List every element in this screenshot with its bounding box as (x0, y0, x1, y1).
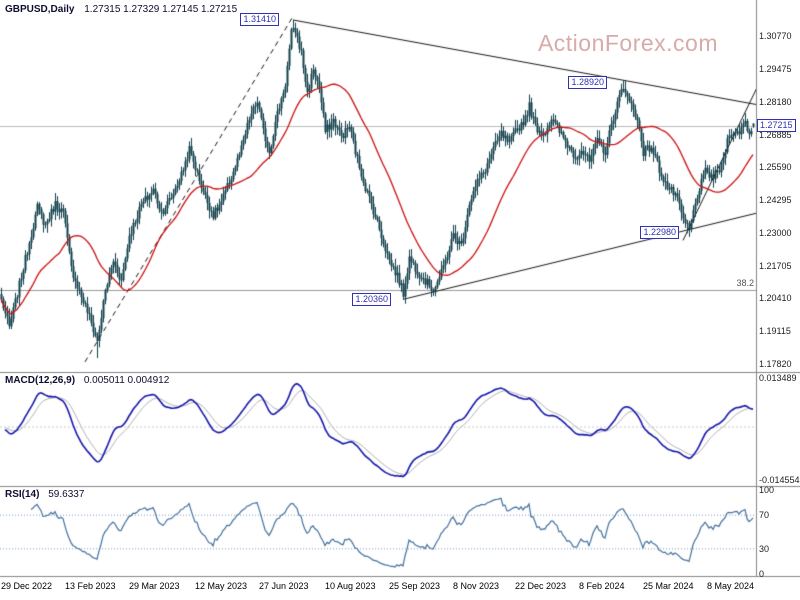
macd-axis-min: -0.014554 (759, 475, 800, 485)
x-axis-label: 22 Dec 2023 (515, 581, 567, 591)
y-axis-tick: 1.29475 (759, 63, 792, 74)
y-axis-tick: 1.25590 (759, 162, 792, 173)
y-axis-tick: 1.20410 (759, 293, 792, 304)
macd-axis-max: 0.013489 (759, 373, 797, 383)
price-annotation: 1.28920 (568, 76, 607, 89)
current-price-label: 1.27215 (757, 119, 796, 133)
y-axis-tick: 1.19115 (759, 326, 791, 337)
chart-header: GBPUSD,Daily 1.27315 1.27329 1.27145 1.2… (5, 4, 237, 15)
y-axis-tick: 1.24295 (759, 195, 792, 206)
x-axis-label: 10 Aug 2023 (325, 581, 376, 591)
y-axis-tick: 1.21705 (759, 260, 792, 271)
rsi-axis-tick: 30 (759, 543, 770, 554)
y-axis-tick: 1.17820 (759, 358, 792, 369)
fib-retracement-label: 38.2 (736, 277, 754, 288)
x-axis-label: 29 Dec 2022 (1, 581, 53, 591)
price-annotation: 1.20360 (352, 292, 391, 306)
x-axis-label: 8 Feb 2024 (579, 581, 625, 591)
macd-title: MACD(12,26,9) (5, 375, 76, 386)
rsi-header: RSI(14) 59.6337 (5, 489, 84, 500)
x-axis-label: 12 May 2023 (195, 581, 248, 591)
y-axis-tick: 1.30770 (759, 31, 792, 42)
rsi-axis-tick: 100 (759, 485, 775, 495)
x-axis-label: 25 Mar 2024 (643, 581, 694, 591)
price-annotation: 1.31410 (240, 12, 279, 26)
rsi-axis-tick: 70 (759, 510, 770, 521)
x-axis-label: 13 Feb 2023 (65, 581, 116, 591)
x-axis-label: 25 Sep 2023 (389, 581, 441, 591)
y-axis-tick: 1.28180 (759, 96, 792, 107)
y-axis-tick: 1.23000 (759, 227, 792, 238)
rsi-title: RSI(14) (5, 489, 40, 500)
rsi-axis-tick: 0 (759, 569, 765, 579)
rsi-value: 59.6337 (48, 489, 85, 500)
symbol-title: GBPUSD,Daily (5, 4, 75, 15)
x-axis-label: 8 Nov 2023 (453, 581, 500, 591)
x-axis-label: 8 May 2024 (707, 581, 755, 591)
price-annotation: 1.22980 (640, 226, 679, 240)
macd-header: MACD(12,26,9) 0.005011 0.004912 (5, 375, 169, 386)
ohlc-values: 1.27315 1.27329 1.27145 1.27215 (84, 4, 238, 15)
y-axis-tick: 1.26885 (759, 129, 792, 140)
x-axis-label: 27 Jun 2023 (259, 581, 309, 591)
x-axis-label: 29 Mar 2023 (129, 581, 180, 591)
macd-values: 0.005011 0.004912 (83, 375, 170, 386)
watermark: ActionForex.com (537, 30, 718, 56)
